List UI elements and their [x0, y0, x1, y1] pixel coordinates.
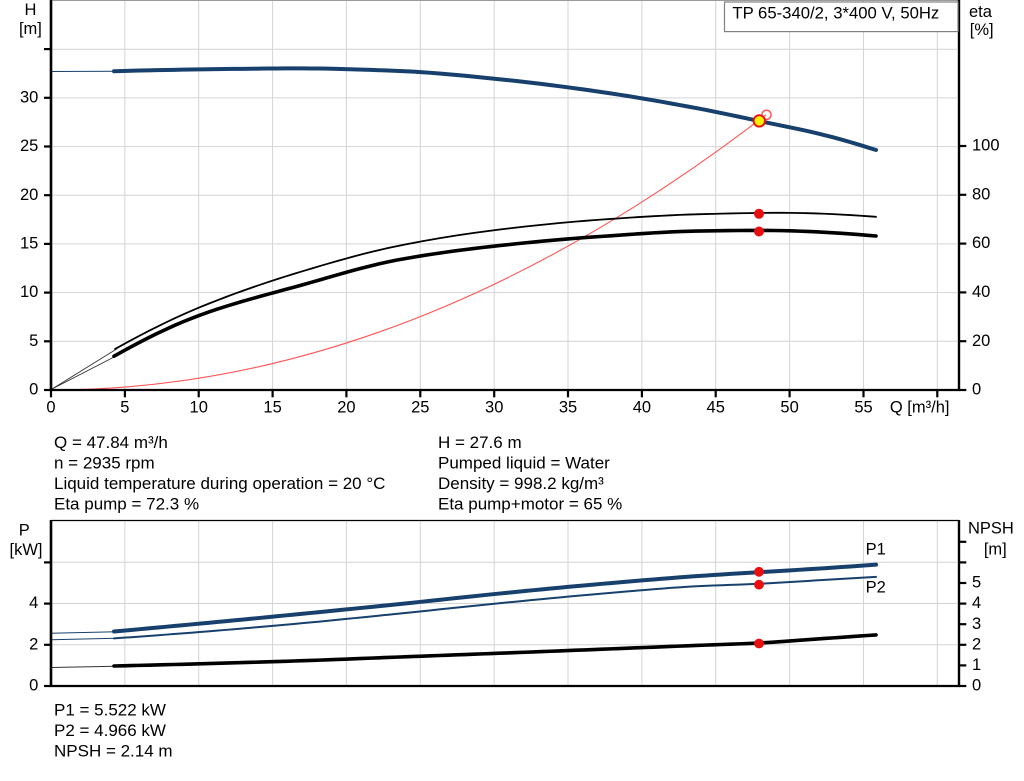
- svg-text:[m]: [m]: [19, 20, 42, 38]
- svg-text:0: 0: [972, 381, 981, 399]
- svg-text:P1 = 5.522 kW: P1 = 5.522 kW: [54, 700, 166, 719]
- svg-text:35: 35: [559, 399, 577, 417]
- svg-text:15: 15: [263, 399, 281, 417]
- svg-text:[m]: [m]: [984, 541, 1007, 559]
- svg-text:4: 4: [29, 594, 38, 612]
- svg-text:4: 4: [972, 594, 981, 612]
- svg-text:40: 40: [633, 399, 651, 417]
- svg-text:TP 65-340/2, 3*400 V, 50Hz: TP 65-340/2, 3*400 V, 50Hz: [732, 3, 939, 22]
- svg-text:P2 = 4.966 kW: P2 = 4.966 kW: [54, 721, 166, 740]
- svg-text:P2: P2: [866, 578, 886, 596]
- svg-text:30: 30: [20, 88, 38, 106]
- svg-text:0: 0: [972, 677, 981, 695]
- svg-text:30: 30: [485, 399, 503, 417]
- svg-text:60: 60: [972, 234, 990, 252]
- svg-text:55: 55: [854, 399, 872, 417]
- svg-text:80: 80: [972, 185, 990, 203]
- svg-text:25: 25: [20, 137, 38, 155]
- svg-text:10: 10: [190, 399, 208, 417]
- svg-text:H: H: [24, 1, 36, 19]
- svg-text:NPSH: NPSH: [968, 520, 1014, 538]
- svg-text:0: 0: [46, 399, 55, 417]
- svg-text:n = 2935 rpm: n = 2935 rpm: [54, 454, 155, 473]
- svg-text:Eta pump = 72.3 %: Eta pump = 72.3 %: [54, 494, 199, 513]
- svg-text:1: 1: [972, 656, 981, 674]
- svg-text:Liquid temperature during oper: Liquid temperature during operation = 20…: [54, 474, 385, 493]
- svg-text:NPSH = 2.14 m: NPSH = 2.14 m: [54, 742, 173, 761]
- svg-text:2: 2: [972, 635, 981, 653]
- svg-text:20: 20: [20, 186, 38, 204]
- svg-text:P: P: [19, 521, 30, 539]
- svg-text:H = 27.6 m: H = 27.6 m: [438, 433, 522, 452]
- svg-text:10: 10: [20, 283, 38, 301]
- svg-text:15: 15: [20, 235, 38, 253]
- svg-text:Eta pump+motor = 65 %: Eta pump+motor = 65 %: [438, 494, 622, 513]
- svg-text:Density = 998.2 kg/m³: Density = 998.2 kg/m³: [438, 474, 604, 493]
- svg-text:100: 100: [972, 137, 1000, 155]
- svg-text:Pumped liquid = Water: Pumped liquid = Water: [438, 454, 610, 473]
- svg-text:[kW]: [kW]: [10, 541, 43, 559]
- svg-text:20: 20: [972, 332, 990, 350]
- svg-text:20: 20: [337, 399, 355, 417]
- svg-text:5: 5: [120, 399, 129, 417]
- svg-text:45: 45: [707, 399, 725, 417]
- svg-text:0: 0: [29, 381, 38, 399]
- svg-text:3: 3: [972, 615, 981, 633]
- svg-text:50: 50: [780, 399, 798, 417]
- svg-text:0: 0: [29, 677, 38, 695]
- svg-text:P1: P1: [866, 540, 886, 558]
- svg-text:5: 5: [29, 332, 38, 350]
- svg-text:25: 25: [411, 399, 429, 417]
- svg-text:[%]: [%]: [970, 21, 994, 39]
- svg-text:Q = 47.84 m³/h: Q = 47.84 m³/h: [54, 433, 168, 452]
- svg-text:Q [m³/h]: Q [m³/h]: [890, 399, 950, 417]
- svg-text:eta: eta: [969, 3, 993, 21]
- svg-text:2: 2: [29, 635, 38, 653]
- svg-text:5: 5: [972, 574, 981, 592]
- svg-text:40: 40: [972, 283, 990, 301]
